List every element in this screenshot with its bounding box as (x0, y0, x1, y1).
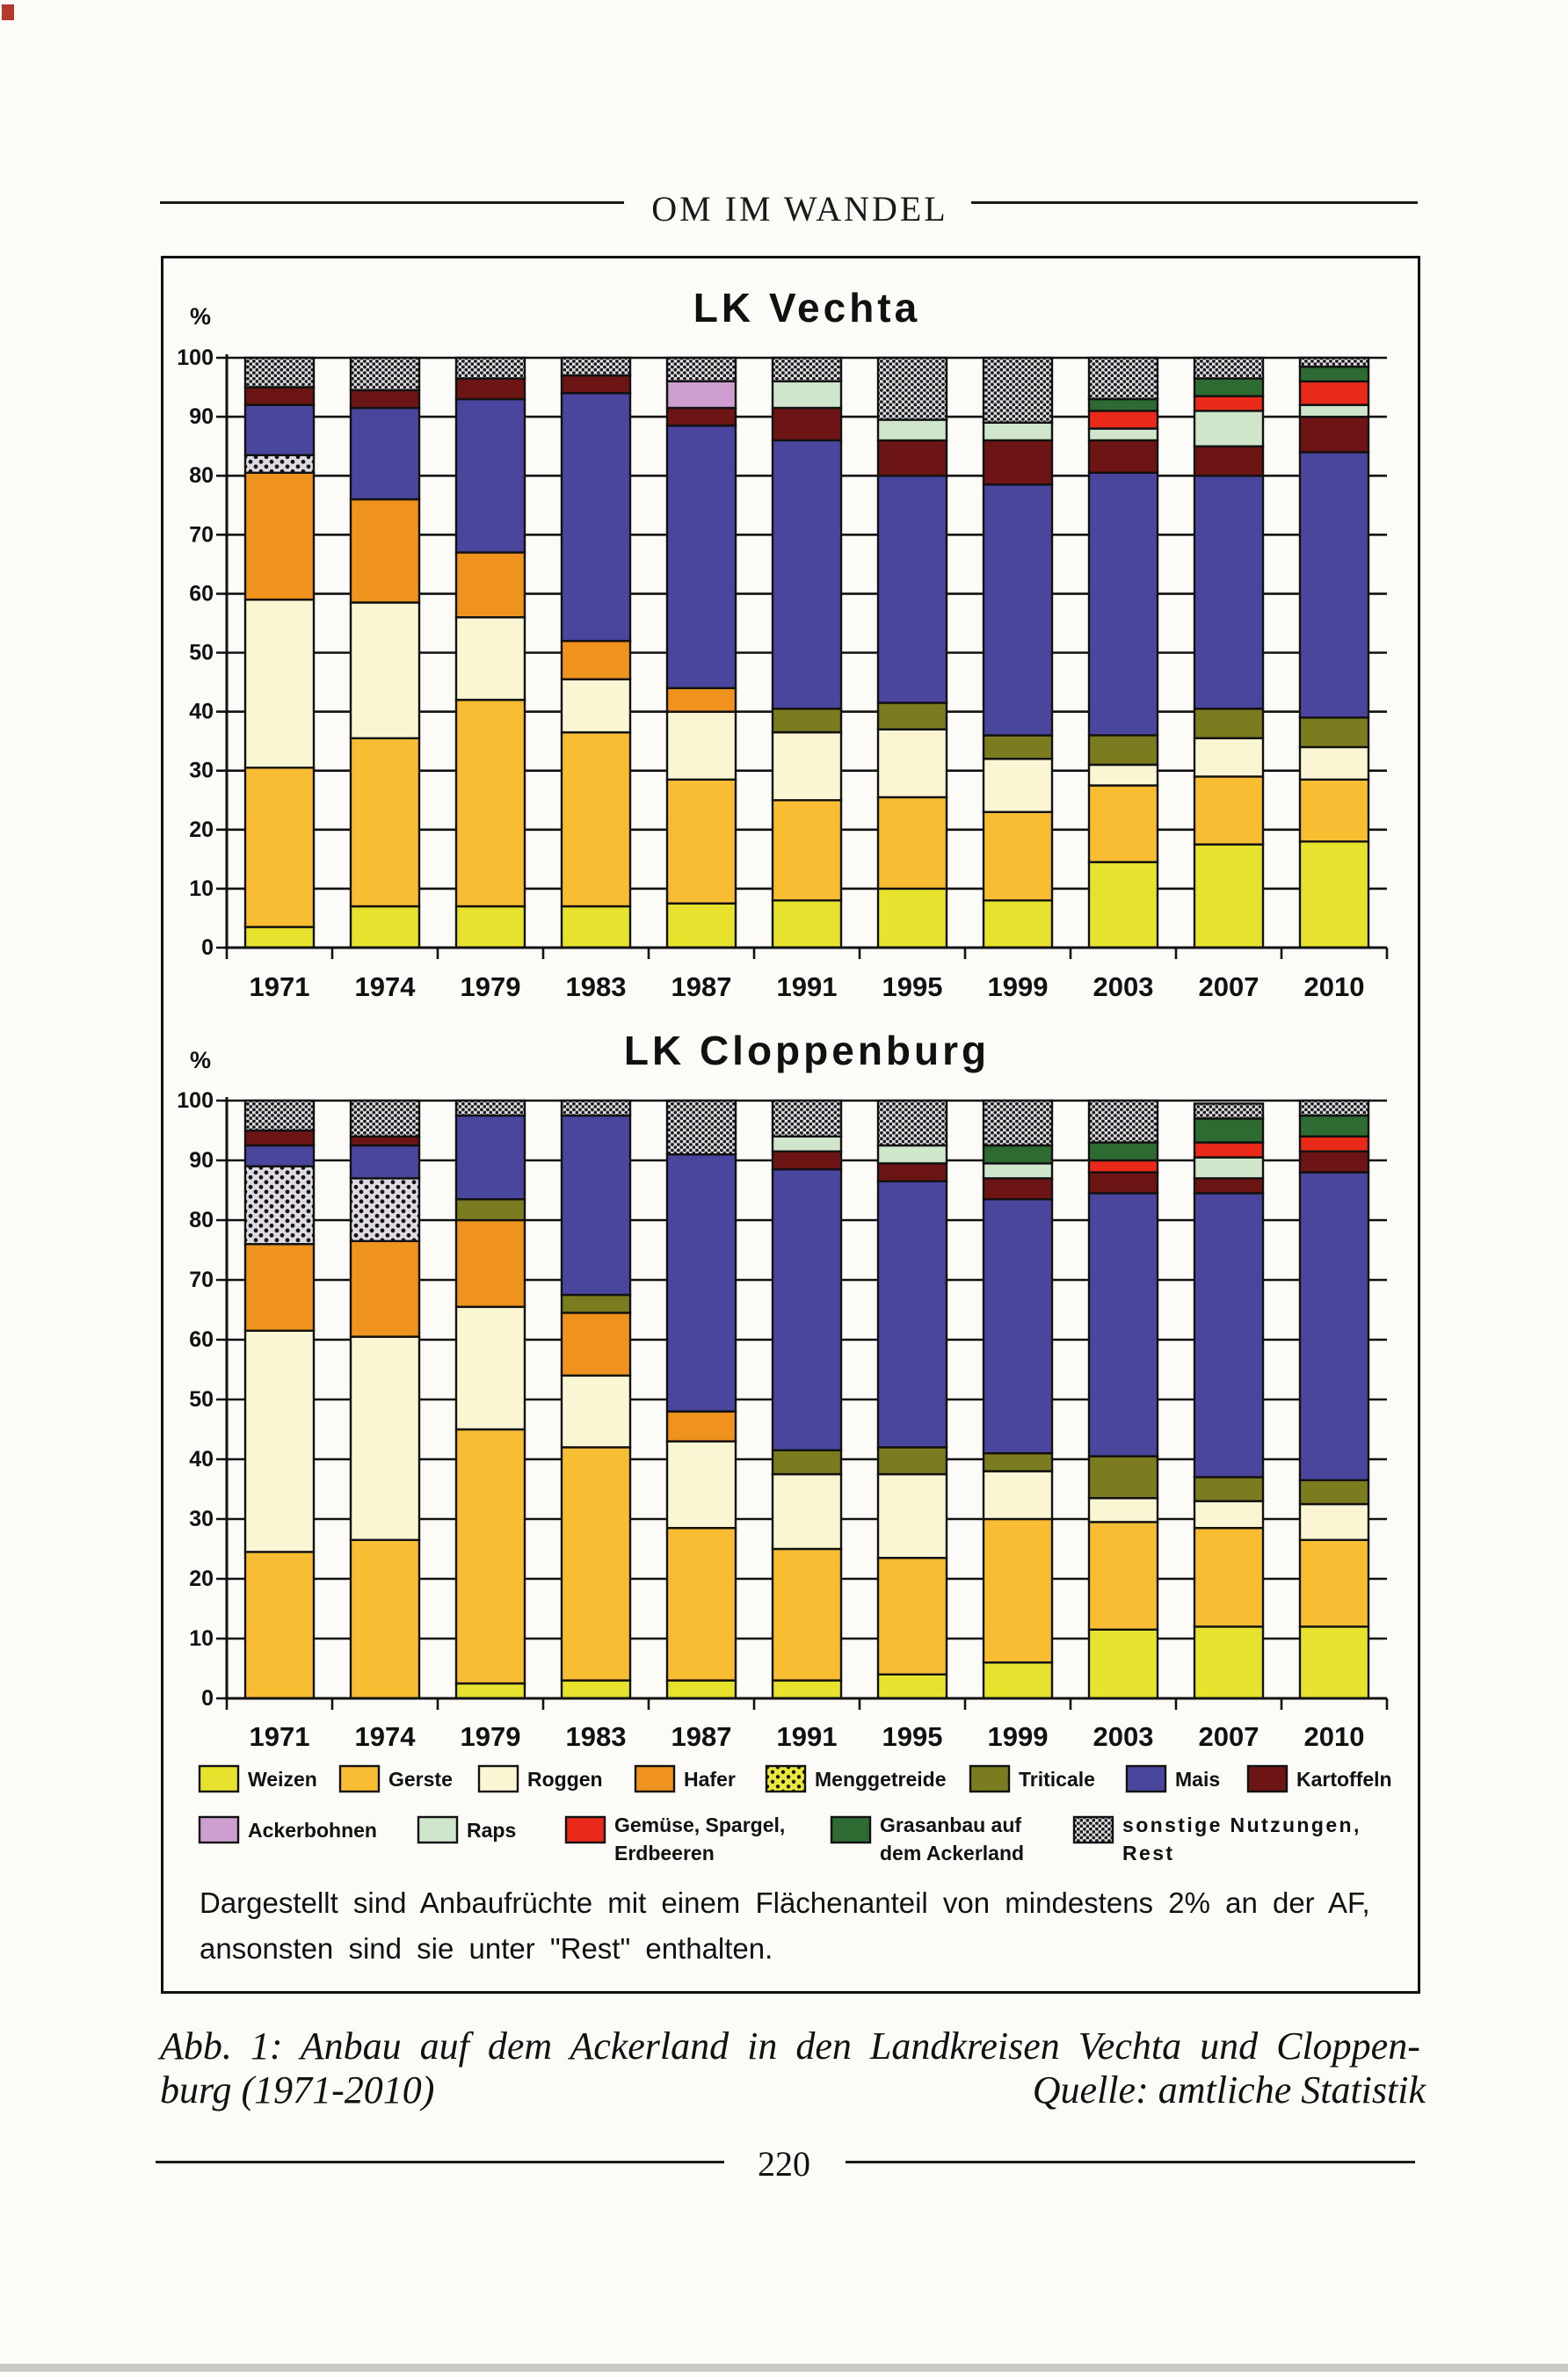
svg-text:1974: 1974 (355, 1721, 417, 1752)
svg-text:1979: 1979 (461, 971, 521, 1002)
svg-text:1983: 1983 (566, 971, 627, 1002)
svg-text:sonstige Nutzungen,: sonstige Nutzungen, (1122, 1814, 1361, 1836)
svg-text:1987: 1987 (671, 1721, 732, 1752)
svg-text:%: % (190, 303, 211, 330)
svg-text:2010: 2010 (1304, 971, 1365, 1002)
svg-text:1995: 1995 (882, 971, 943, 1002)
svg-text:100: 100 (177, 1088, 214, 1113)
svg-text:80: 80 (189, 1208, 214, 1232)
svg-text:1991: 1991 (777, 971, 838, 1002)
svg-text:0: 0 (201, 935, 214, 960)
svg-text:1979: 1979 (461, 1721, 521, 1752)
svg-text:20: 20 (189, 818, 214, 842)
svg-text:60: 60 (189, 1327, 214, 1352)
svg-text:Kartoffeln: Kartoffeln (1296, 1768, 1392, 1791)
svg-text:50: 50 (189, 641, 214, 665)
svg-text:Rest: Rest (1122, 1842, 1174, 1865)
svg-text:Weizen: Weizen (248, 1768, 317, 1791)
svg-text:2007: 2007 (1199, 1721, 1259, 1752)
svg-text:60: 60 (189, 581, 214, 606)
svg-text:10: 10 (189, 1626, 214, 1651)
svg-text:40: 40 (189, 700, 214, 724)
svg-text:Triticale: Triticale (1019, 1768, 1095, 1791)
svg-text:LK Cloppenburg: LK Cloppenburg (624, 1028, 990, 1073)
svg-text:2007: 2007 (1199, 971, 1259, 1002)
svg-text:70: 70 (189, 522, 214, 547)
svg-text:Erdbeeren: Erdbeeren (614, 1842, 715, 1865)
svg-text:80: 80 (189, 463, 214, 488)
svg-text:Ackerbohnen: Ackerbohnen (248, 1819, 377, 1842)
svg-text:30: 30 (189, 1507, 214, 1531)
svg-text:1983: 1983 (566, 1721, 627, 1752)
svg-text:2010: 2010 (1304, 1721, 1365, 1752)
svg-text:1971: 1971 (250, 971, 310, 1002)
svg-text:1999: 1999 (988, 971, 1049, 1002)
svg-text:70: 70 (189, 1268, 214, 1292)
svg-text:%: % (190, 1047, 211, 1073)
svg-text:Mais: Mais (1175, 1768, 1220, 1791)
svg-text:1995: 1995 (882, 1721, 943, 1752)
svg-text:2003: 2003 (1093, 971, 1154, 1002)
svg-text:Dargestellt sind Anbaufrüchte: Dargestellt sind Anbaufrüchte mit einem … (200, 1886, 1370, 1919)
svg-text:30: 30 (189, 759, 214, 783)
svg-text:Menggetreide: Menggetreide (815, 1768, 947, 1791)
svg-text:1974: 1974 (355, 971, 417, 1002)
svg-text:1991: 1991 (777, 1721, 838, 1752)
svg-text:50: 50 (189, 1387, 214, 1412)
svg-text:40: 40 (189, 1447, 214, 1472)
svg-text:ansonsten sind sie unter "Rest: ansonsten sind sie unter "Rest" enthalte… (200, 1932, 773, 1965)
svg-text:Roggen: Roggen (527, 1768, 603, 1791)
svg-text:Gemüse, Spargel,: Gemüse, Spargel, (614, 1814, 785, 1836)
svg-text:90: 90 (189, 1148, 214, 1173)
svg-text:10: 10 (189, 876, 214, 901)
svg-text:0: 0 (201, 1686, 214, 1711)
svg-text:100: 100 (177, 345, 214, 370)
svg-text:dem Ackerland: dem Ackerland (880, 1842, 1024, 1865)
svg-text:1987: 1987 (671, 971, 732, 1002)
svg-text:1971: 1971 (250, 1721, 310, 1752)
svg-text:2003: 2003 (1093, 1721, 1154, 1752)
svg-text:Grasanbau auf: Grasanbau auf (880, 1814, 1021, 1836)
svg-text:Raps: Raps (467, 1819, 516, 1842)
svg-text:1999: 1999 (988, 1721, 1049, 1752)
svg-text:Hafer: Hafer (684, 1768, 736, 1791)
svg-text:LK Vechta: LK Vechta (693, 285, 920, 331)
svg-text:Gerste: Gerste (388, 1768, 453, 1791)
svg-text:20: 20 (189, 1566, 214, 1591)
svg-text:90: 90 (189, 404, 214, 429)
